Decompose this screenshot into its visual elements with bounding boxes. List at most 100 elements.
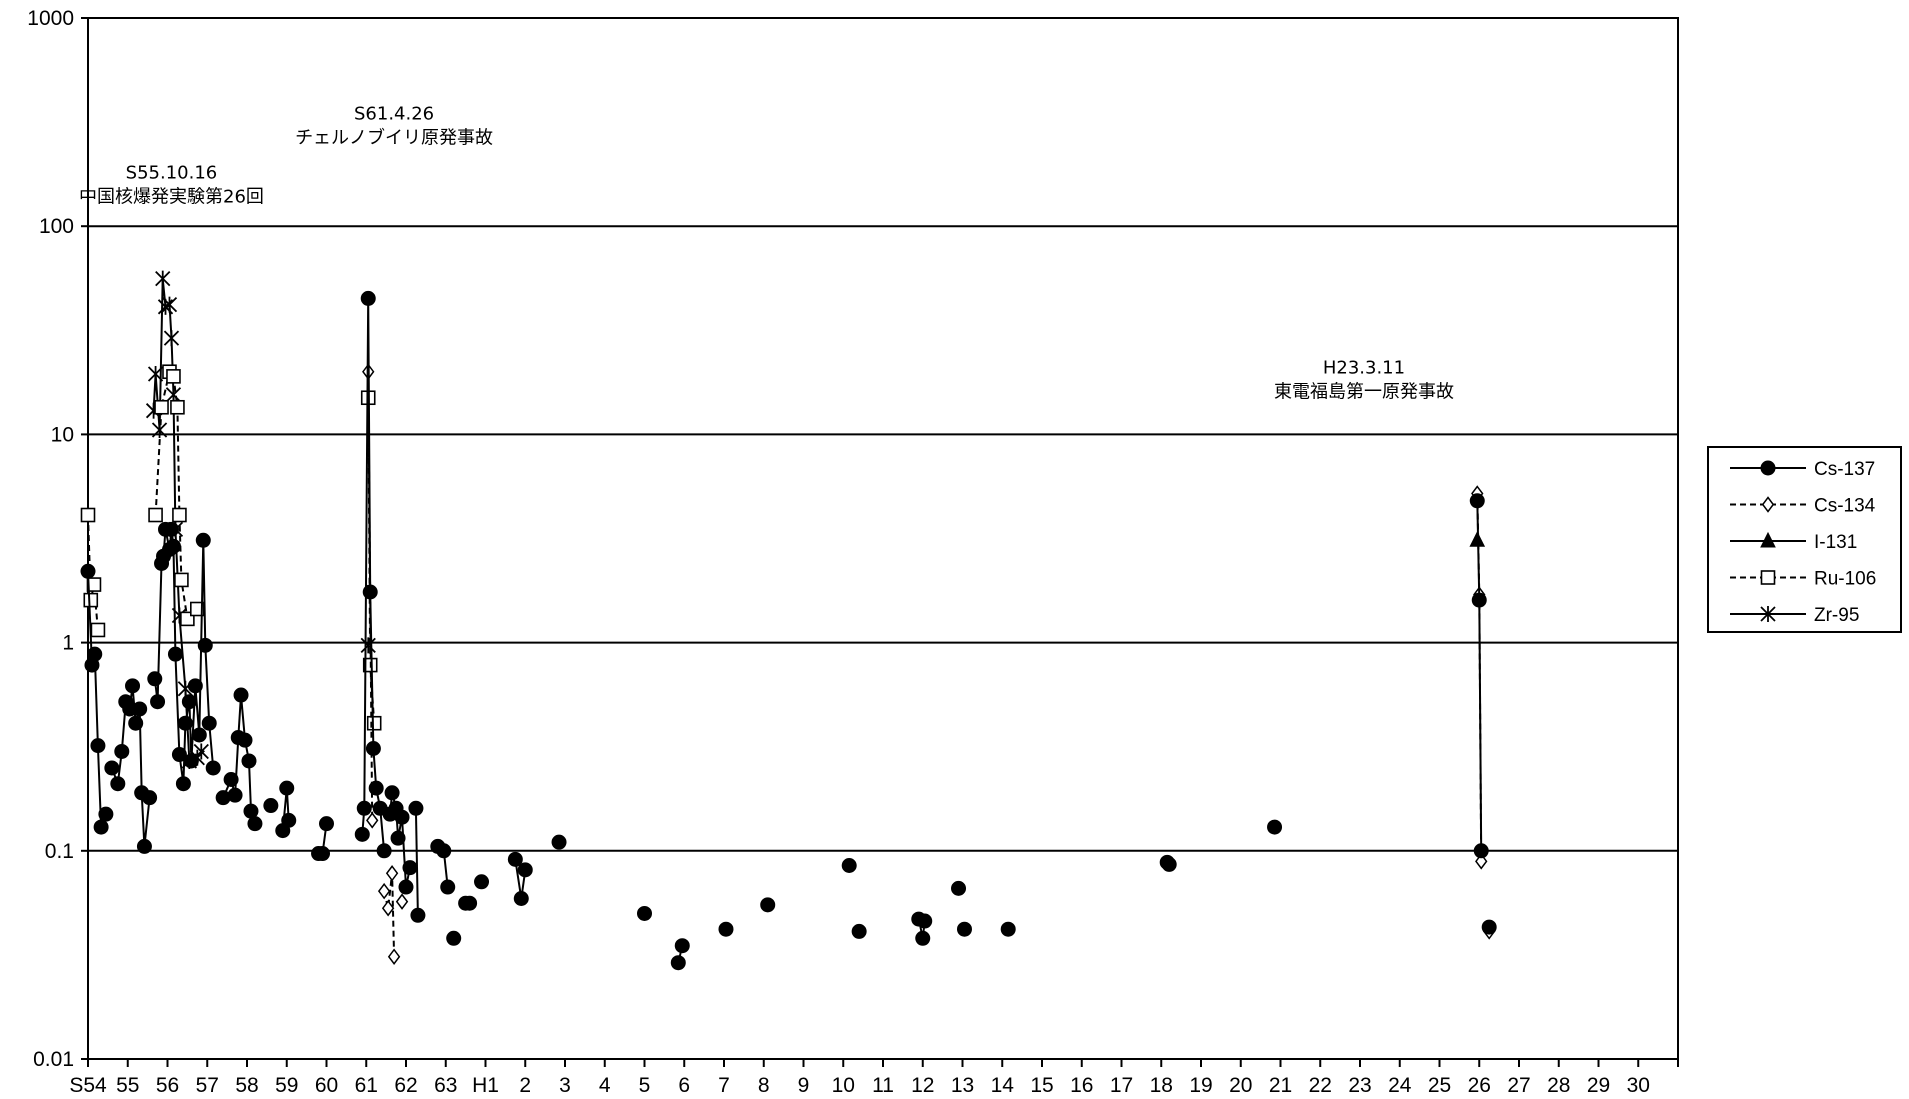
series-cs-137 xyxy=(80,290,1497,971)
legend-item-cs-134: Cs-134 xyxy=(1730,496,1876,517)
data-point xyxy=(171,747,187,763)
x-tick-label: 26 xyxy=(1468,1074,1491,1097)
legend-label: I-131 xyxy=(1814,532,1857,553)
x-tick-label: 14 xyxy=(991,1074,1015,1097)
data-point xyxy=(362,584,378,600)
data-point xyxy=(177,715,193,731)
x-tick-label: 16 xyxy=(1070,1074,1093,1097)
data-point xyxy=(674,938,690,954)
data-point xyxy=(841,857,857,873)
x-tick-label: 27 xyxy=(1507,1074,1530,1097)
annotation-date: S55.10.16 xyxy=(126,162,218,183)
data-point xyxy=(368,780,384,796)
x-tick-label: 2 xyxy=(519,1074,531,1097)
data-point xyxy=(381,899,395,917)
data-point xyxy=(366,715,382,731)
data-point xyxy=(197,637,213,653)
data-point xyxy=(80,507,96,523)
data-point xyxy=(951,880,967,896)
data-point xyxy=(263,798,279,814)
x-tick-label: 6 xyxy=(678,1074,690,1097)
data-point xyxy=(376,843,392,859)
x-tick-label: 13 xyxy=(951,1074,974,1097)
data-point xyxy=(410,907,426,923)
data-point xyxy=(148,507,163,523)
x-tick-label: 58 xyxy=(235,1074,258,1097)
data-point xyxy=(718,921,734,937)
series-line xyxy=(383,873,396,957)
x-tick-label: 12 xyxy=(911,1074,934,1097)
data-point xyxy=(365,740,381,756)
data-point xyxy=(86,577,102,592)
annotation-date: H23.3.11 xyxy=(1323,358,1405,379)
data-point xyxy=(166,369,181,384)
x-tick-label: 7 xyxy=(718,1074,730,1097)
data-point xyxy=(172,507,187,523)
data-point xyxy=(147,671,163,687)
data-point xyxy=(87,646,103,662)
x-tick-label: 11 xyxy=(872,1074,894,1097)
annotation-date: S61.4.26 xyxy=(354,103,434,124)
x-tick-label: 56 xyxy=(156,1074,179,1097)
data-point xyxy=(551,834,567,850)
gridlines xyxy=(87,17,1679,1060)
y-tick-label: 1000 xyxy=(27,7,74,30)
legend-label: Cs-137 xyxy=(1814,459,1875,480)
data-point xyxy=(110,776,126,792)
x-tick-label: H1 xyxy=(472,1074,499,1097)
data-point xyxy=(167,646,183,662)
data-point xyxy=(279,780,295,796)
data-point xyxy=(395,893,409,910)
plot-area xyxy=(87,17,1679,1060)
data-point xyxy=(237,732,253,748)
data-point xyxy=(507,851,523,867)
data-point xyxy=(513,891,529,907)
data-point xyxy=(474,874,490,890)
x-tick-label: 4 xyxy=(599,1074,611,1097)
data-point xyxy=(233,687,249,703)
data-point xyxy=(387,948,401,965)
legend-marker xyxy=(1760,606,1776,622)
legend-item-ru-106: Ru-106 xyxy=(1730,569,1876,590)
data-point xyxy=(165,538,181,554)
data-point xyxy=(377,882,391,900)
data-point xyxy=(917,913,933,929)
data-point xyxy=(385,865,399,882)
x-tick-label: 21 xyxy=(1269,1074,1292,1097)
data-point xyxy=(356,800,372,816)
x-tick-label: 9 xyxy=(798,1074,810,1097)
data-point xyxy=(281,812,297,828)
x-tick-label: 23 xyxy=(1348,1074,1371,1097)
data-point xyxy=(195,532,211,548)
data-point xyxy=(956,921,972,937)
data-point xyxy=(446,930,462,946)
x-tick-label: 17 xyxy=(1110,1074,1133,1097)
data-point xyxy=(851,923,867,939)
data-point xyxy=(104,760,120,776)
legend-marker xyxy=(1761,496,1775,513)
series-line xyxy=(414,808,419,916)
x-tick-label: 20 xyxy=(1229,1074,1252,1097)
data-point xyxy=(132,701,148,717)
data-point xyxy=(170,399,185,415)
legend-marker xyxy=(1760,531,1776,548)
data-point xyxy=(1469,493,1485,509)
x-tick-label: 3 xyxy=(559,1074,571,1097)
data-point xyxy=(402,860,418,876)
x-tick-label: 19 xyxy=(1189,1074,1212,1097)
data-point xyxy=(90,622,106,638)
data-point xyxy=(1161,856,1177,872)
legend-item-zr-95: Zr-95 xyxy=(1730,605,1859,626)
y-tick-label: 10 xyxy=(51,423,74,446)
data-point xyxy=(360,290,376,306)
x-tick-label: 61 xyxy=(355,1074,378,1097)
data-point xyxy=(175,776,191,792)
x-tick-label: S54 xyxy=(69,1074,107,1097)
x-tick-label: 63 xyxy=(434,1074,457,1097)
annotation-text: 東電福島第一原発事故 xyxy=(1274,382,1454,403)
data-point xyxy=(114,743,130,759)
data-point xyxy=(163,521,179,537)
x-tick-label: 22 xyxy=(1309,1074,1332,1097)
data-point xyxy=(760,897,776,913)
